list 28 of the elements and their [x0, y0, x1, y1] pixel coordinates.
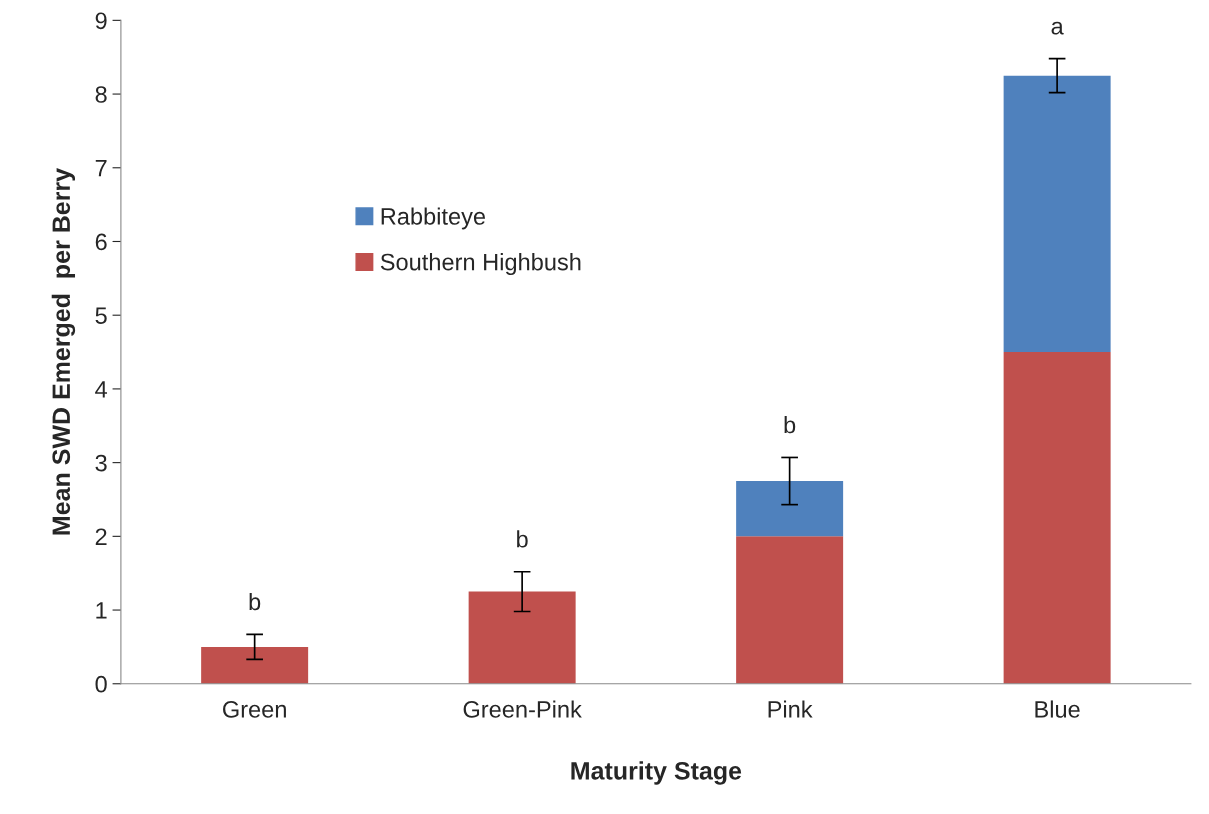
y-tick-label: 0: [95, 675, 107, 693]
y-tick-label: 6: [95, 233, 107, 251]
annotation: b: [517, 530, 528, 548]
annotation: b: [784, 416, 796, 434]
x-axis-title: Maturity Stage: [571, 761, 742, 785]
legend-label: Rabbiteye: [381, 207, 486, 230]
annotation: b: [249, 592, 261, 611]
x-tick-label: Green: [223, 701, 286, 718]
bar: [736, 536, 844, 684]
bar: [468, 591, 576, 684]
y-tick-label: 1: [96, 602, 107, 619]
bar: [1003, 75, 1111, 353]
x-tick-label: Pink: [768, 700, 813, 718]
y-tick-label: 3: [95, 454, 107, 472]
annotation: a: [1051, 21, 1064, 35]
bar: [736, 481, 844, 537]
legend-label: Southern Highbush: [380, 253, 581, 276]
y-tick-label: 8: [95, 86, 107, 103]
y-tick-label: 2: [95, 528, 107, 545]
y-tick-label: 9: [95, 12, 107, 30]
bar: [201, 646, 309, 684]
y-axis-title: Mean SWD Emerged per Berry: [51, 168, 76, 535]
bar: [1003, 352, 1111, 684]
x-tick-label: Blue: [1035, 700, 1080, 718]
y-tick-label: 4: [95, 381, 108, 398]
y-tick-label: 5: [95, 307, 107, 324]
x-tick-label: Green-Pink: [463, 700, 582, 718]
y-tick-label: 7: [95, 160, 107, 177]
